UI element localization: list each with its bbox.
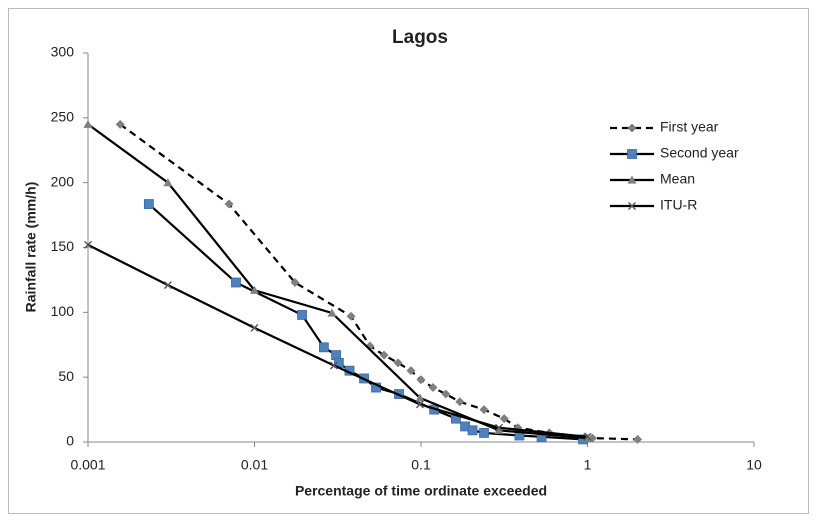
x-tick-label: 0.01 (241, 457, 268, 473)
marker (627, 123, 637, 133)
marker (327, 308, 337, 317)
legend-label: Second year (660, 145, 739, 161)
marker (318, 342, 329, 353)
marker (163, 178, 173, 187)
marker (499, 414, 509, 424)
marker (83, 119, 93, 128)
marker (231, 277, 241, 288)
marker (441, 389, 451, 399)
marker (115, 119, 125, 129)
y-tick-label: 200 (51, 173, 75, 189)
marker (494, 425, 504, 434)
marker (428, 383, 438, 393)
y-tick-label: 250 (51, 109, 75, 125)
y-axis-title: Rainfall rate (mm/h) (23, 182, 39, 313)
legend-label: Mean (660, 171, 695, 187)
x-axis-title: Percentage of time ordinate exceeded (295, 483, 547, 499)
marker (627, 175, 637, 184)
marker (143, 199, 154, 209)
marker (479, 428, 489, 438)
marker (250, 323, 259, 332)
marker (290, 278, 300, 288)
marker (479, 405, 489, 415)
legend-label: ITU-R (660, 197, 697, 213)
marker (163, 281, 172, 290)
marker (346, 311, 356, 321)
marker (415, 393, 425, 402)
marker (455, 397, 465, 407)
marker (633, 434, 643, 444)
marker (224, 199, 234, 209)
y-tick-label: 0 (66, 433, 74, 449)
marker (416, 375, 426, 385)
marker (406, 366, 416, 376)
legend-label: First year (660, 119, 719, 135)
chart-title: Lagos (392, 27, 448, 48)
marker (250, 285, 259, 294)
marker (514, 430, 525, 441)
x-tick-label: 10 (746, 457, 762, 473)
x-tick-label: 0.1 (411, 457, 431, 473)
marker (415, 400, 424, 409)
chart-border (8, 8, 809, 514)
marker (583, 432, 592, 441)
y-tick-label: 300 (51, 44, 75, 60)
marker (467, 425, 478, 436)
x-tick-label: 1 (584, 457, 592, 473)
marker (379, 350, 389, 360)
marker (494, 423, 504, 432)
y-tick-label: 50 (58, 368, 74, 384)
marker (393, 358, 403, 368)
y-tick-label: 100 (51, 303, 75, 319)
marker (627, 149, 637, 159)
marker (83, 240, 93, 249)
marker (627, 201, 637, 211)
marker (329, 361, 338, 370)
marker (297, 310, 307, 320)
y-tick-label: 150 (51, 238, 75, 254)
x-tick-label: 0.001 (70, 457, 105, 473)
